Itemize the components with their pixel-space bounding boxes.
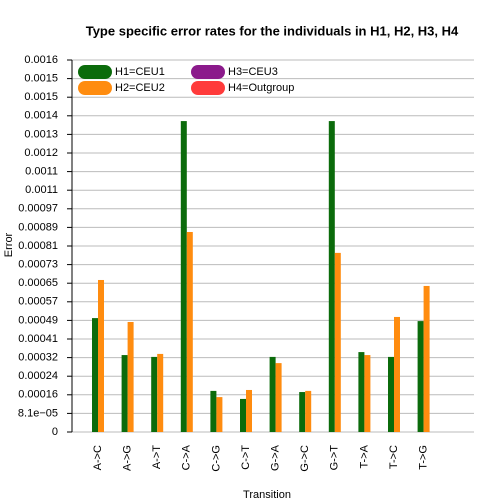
x-tick-label: C->G — [210, 445, 222, 472]
legend-swatch — [78, 81, 112, 95]
bar — [180, 121, 187, 432]
y-tick-label: 0.00089 — [18, 221, 58, 233]
bar — [358, 352, 365, 432]
y-tick-label: 0.0015 — [24, 73, 58, 85]
legend-label: H1=CEU1 — [115, 66, 165, 78]
x-tick-label: T->C — [388, 445, 400, 469]
y-tick-label: 0 — [52, 426, 58, 438]
bar — [305, 390, 312, 432]
x-tick-label: G->A — [270, 444, 282, 471]
x-tick-label: A->C — [92, 445, 104, 470]
y-tick-label: 0.00032 — [18, 352, 58, 364]
y-tick-label: 0.00065 — [18, 277, 58, 289]
x-tick-label: C->A — [181, 444, 193, 470]
x-tick-label: G->T — [329, 445, 341, 471]
bar — [275, 363, 282, 432]
bar — [127, 322, 134, 432]
bar — [210, 390, 217, 432]
bar — [121, 355, 128, 432]
x-tick-label: G->C — [299, 445, 311, 472]
y-tick-label: 0.00057 — [18, 296, 58, 308]
y-tick-label: 0.0012 — [24, 147, 58, 159]
bar — [98, 279, 104, 432]
y-axis-label: Error — [3, 232, 15, 257]
y-tick-label: 0.00016 — [18, 389, 58, 401]
chart-title: Type specific error rates for the indivi… — [86, 23, 459, 38]
bar — [423, 285, 430, 432]
bar — [328, 121, 335, 432]
x-axis-label: Transition — [243, 489, 291, 501]
legend-swatch — [191, 81, 225, 95]
legend-swatch — [78, 65, 112, 79]
y-tick-label: 0.0013 — [24, 128, 58, 140]
bar — [394, 316, 400, 432]
legend-label: H3=CEU3 — [228, 66, 278, 78]
y-tick-label: 0.0011 — [25, 184, 58, 196]
x-tick-label: T->G — [418, 445, 430, 470]
x-tick-label: T->A — [358, 444, 370, 468]
x-tick-label: C->T — [240, 445, 252, 470]
y-tick-label: 8.1e−05 — [18, 407, 58, 419]
bar — [246, 389, 252, 432]
y-tick-label: 0.00097 — [18, 203, 58, 215]
bar — [186, 231, 193, 432]
y-tick-label: 0.0014 — [24, 110, 58, 122]
legend-label: H2=CEU2 — [115, 82, 165, 94]
legend-swatch — [191, 65, 225, 79]
bar — [388, 356, 394, 432]
y-tick-label: 0.00081 — [18, 240, 58, 252]
y-tick-label: 0.00024 — [18, 370, 58, 382]
y-tick-label: 0.00041 — [18, 333, 58, 345]
bar — [299, 392, 306, 432]
bar — [157, 353, 164, 432]
y-tick-label: 0.00049 — [18, 314, 58, 326]
bar — [364, 355, 371, 432]
legend-label: H4=Outgroup — [228, 82, 294, 94]
y-tick-label: 0.0016 — [24, 54, 58, 66]
bar — [92, 318, 98, 432]
bar — [151, 356, 158, 432]
y-tick-label: 0.00073 — [18, 259, 58, 271]
bar — [216, 397, 223, 432]
bar — [240, 398, 246, 432]
bar — [417, 321, 424, 432]
y-tick-label: 0.0011 — [25, 166, 58, 178]
bar — [269, 356, 276, 432]
x-tick-label: A->G — [122, 445, 134, 471]
bar — [334, 252, 341, 432]
x-tick-label: A->T — [151, 445, 163, 469]
y-tick-label: 0.0015 — [24, 91, 58, 103]
